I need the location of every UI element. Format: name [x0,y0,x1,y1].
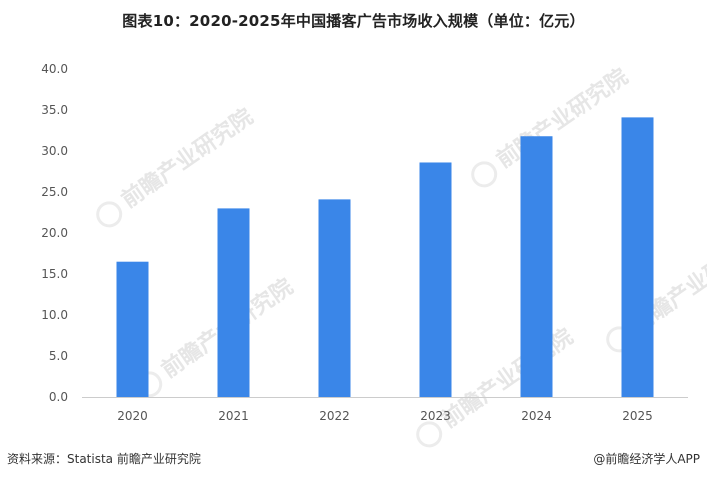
brand-credit: @前瞻经济学人APP [593,452,700,466]
chart-title: 图表10：2020-2025年中国播客广告市场收入规模（单位：亿元） [122,12,585,30]
y-tick-label: 35.0 [41,103,68,117]
bar-chart: 0.05.010.015.020.025.030.035.040.0 2020 2… [41,62,688,423]
bar-2025 [621,117,654,397]
y-tick-label: 15.0 [41,267,68,281]
bar-2022 [318,199,351,397]
y-tick-label: 40.0 [41,62,68,76]
bar-2020 [116,261,149,397]
x-tick-label: 2025 [622,409,653,423]
x-tick-label: 2022 [319,409,350,423]
source-note: 资料来源：Statista 前瞻产业研究院 [7,452,201,466]
y-tick-label: 10.0 [41,308,68,322]
x-axis: 2020 2021 2022 2023 2024 2025 [117,409,653,423]
x-tick-label: 2021 [218,409,249,423]
bar-2024 [520,136,553,398]
y-tick-label: 30.0 [41,144,68,158]
bar-2023 [419,162,452,397]
x-tick-label: 2024 [521,409,552,423]
bar-series [116,117,654,398]
x-tick-label: 2023 [420,409,451,423]
y-tick-label: 0.0 [49,390,68,404]
y-tick-label: 25.0 [41,185,68,199]
y-axis: 0.0 5.0 10.0 15.0 20.0 25.0 30.0 35.0 40.0 [41,62,68,404]
y-tick-label: 5.0 [49,349,68,363]
x-tick-label: 2020 [117,409,148,423]
bar-2021 [217,208,250,397]
y-tick-label: 20.0 [41,226,68,240]
